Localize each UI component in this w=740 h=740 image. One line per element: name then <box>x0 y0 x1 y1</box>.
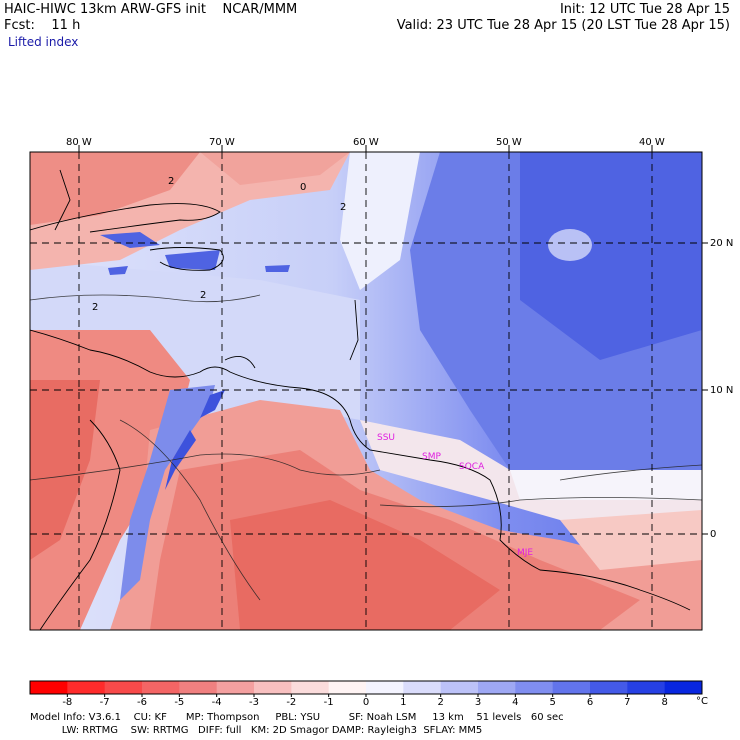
lat-label-20n: 20 N <box>710 238 733 249</box>
colorbar-tick-label: 6 <box>587 697 593 708</box>
colorbar-swatch <box>179 681 218 694</box>
contour-label: 2 <box>340 202 346 213</box>
lon-label-70w: 70 W <box>209 137 235 148</box>
colorbar-swatch <box>104 681 143 694</box>
colorbar-swatch <box>366 681 404 694</box>
station-label-smp: SMP <box>422 452 441 462</box>
valid-time: Valid: 23 UTC Tue 28 Apr 15 (20 LST Tue … <box>396 18 730 33</box>
colorbar: -8 -7 -6 -5 -4 -3 -2 -1 0 1 2 3 4 5 6 7 8 <box>29 680 703 708</box>
contour-label: 0 <box>300 182 306 193</box>
colorbar-tick-label: 7 <box>624 697 630 708</box>
init-time: Init: 12 UTC Tue 28 Apr 15 <box>559 2 730 17</box>
colorbar-tick-label: 2 <box>437 697 443 708</box>
model-info-line1: Model Info: V3.6.1 CU: KF MP: Thompson P… <box>30 712 564 723</box>
colorbar-tick-label: -1 <box>324 697 334 708</box>
contour-label: 2 <box>92 302 98 313</box>
colorbar-swatch <box>478 681 516 694</box>
colorbar-swatch <box>328 681 367 694</box>
colorbar-unit: °C <box>696 696 708 707</box>
colorbar-swatch <box>515 681 554 694</box>
colorbar-tick-label: 1 <box>400 697 406 708</box>
colorbar-swatch <box>30 681 68 694</box>
forecast-hour: Fcst: 11 h <box>4 18 81 33</box>
contour-label: 2 <box>168 176 174 187</box>
map-title: HAIC-HIWC 13km ARW-GFS init NCAR/MMM <box>4 2 298 17</box>
colorbar-tick-label: 5 <box>549 697 555 708</box>
colorbar-swatch <box>552 681 591 694</box>
graticule <box>30 152 702 630</box>
colorbar-tick-label: -2 <box>286 697 296 708</box>
colorbar-tick-label: -8 <box>62 697 72 708</box>
lon-label-40w: 40 W <box>639 137 665 148</box>
colorbar-swatch <box>142 681 180 694</box>
station-label-ssu: SSU <box>377 433 395 443</box>
colorbar-tick-label: -4 <box>212 697 222 708</box>
lon-label-80w: 80 W <box>66 137 92 148</box>
colorbar-swatch <box>291 681 330 694</box>
colorbar-tick-label: 4 <box>512 697 518 708</box>
colorbar-tick-label: -7 <box>100 697 110 708</box>
colorbar-tick-label: -3 <box>249 697 259 708</box>
field-name: Lifted index <box>8 35 79 49</box>
lat-label-0: 0 <box>710 529 716 540</box>
colorbar-swatch <box>254 681 292 694</box>
lon-label-50w: 50 W <box>496 137 522 148</box>
station-label-soca: SOCA <box>459 462 485 472</box>
colorbar-swatch <box>403 681 442 694</box>
lon-label-60w: 60 W <box>353 137 379 148</box>
colorbar-swatch <box>664 681 703 694</box>
colorbar-tick-label: -6 <box>137 697 147 708</box>
lat-label-10n: 10 N <box>710 385 733 396</box>
colorbar-swatch <box>590 681 628 694</box>
colorbar-tick-label: 0 <box>363 697 369 708</box>
colorbar-swatch <box>627 681 666 694</box>
colorbar-swatch <box>216 681 255 694</box>
colorbar-tick-label: -5 <box>174 697 184 708</box>
colorbar-tick-label: 3 <box>475 697 481 708</box>
station-label-mje: MJE <box>517 548 533 558</box>
colorbar-tick-label: 8 <box>661 697 667 708</box>
model-info-line2: LW: RRTMG SW: RRTMG DIFF: full KM: 2D Sm… <box>30 725 483 736</box>
map-field: 2 2 2 2 0 SSU SMP SOCA MJE <box>30 152 702 630</box>
contour-label: 2 <box>200 290 206 301</box>
colorbar-swatch <box>67 681 106 694</box>
colorbar-swatch <box>440 681 479 694</box>
